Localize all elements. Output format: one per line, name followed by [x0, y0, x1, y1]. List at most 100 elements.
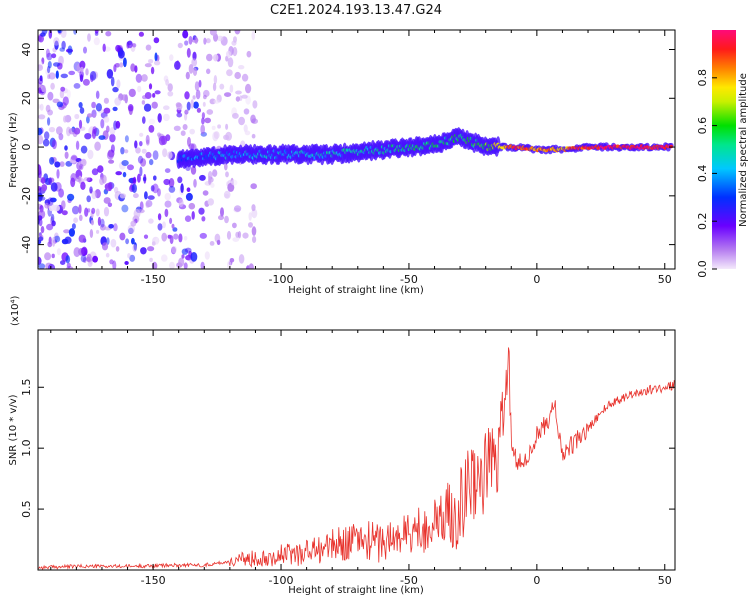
noise-blob	[113, 186, 119, 194]
noise-blob	[164, 192, 171, 201]
noise-blob	[181, 254, 185, 259]
noise-blob	[161, 232, 167, 242]
noise-blob	[137, 173, 141, 183]
noise-blob	[127, 224, 135, 234]
noise-blob	[107, 202, 113, 208]
noise-blob	[93, 113, 96, 118]
noise-blob	[238, 254, 245, 264]
noise-blob	[56, 169, 60, 179]
noise-blob	[103, 107, 111, 114]
noise-blob	[68, 228, 75, 237]
noise-blob	[90, 219, 94, 226]
x-tick-label: -100	[269, 574, 294, 587]
noise-blob	[185, 192, 193, 201]
x-tick-label: -150	[141, 574, 166, 587]
noise-blob	[178, 199, 184, 208]
noise-blob	[38, 127, 43, 136]
snr-x-label: Height of straight line (km)	[288, 585, 424, 596]
noise-blob	[119, 232, 126, 241]
noise-blob	[190, 165, 197, 175]
noise-blob	[46, 223, 54, 231]
noise-blob	[75, 140, 80, 150]
noise-blob	[243, 124, 248, 133]
noise-blob	[127, 164, 134, 171]
noise-blob	[51, 253, 55, 259]
noise-blob	[224, 163, 228, 171]
y-tick-label: 20	[20, 91, 33, 105]
noise-blob	[38, 239, 42, 245]
noise-blob	[47, 241, 53, 248]
noise-blob	[188, 35, 193, 45]
noise-blob	[223, 190, 231, 199]
noise-blob	[55, 70, 59, 79]
noise-blob	[95, 208, 100, 217]
noise-blob	[234, 205, 242, 212]
noise-blob	[241, 94, 248, 99]
noise-blob	[180, 130, 186, 136]
noise-blob	[223, 134, 230, 140]
noise-blob	[154, 52, 158, 62]
noise-blob	[164, 168, 171, 174]
noise-blob	[44, 202, 50, 209]
noise-blob	[108, 224, 114, 229]
noise-blob	[143, 234, 149, 239]
noise-blob	[213, 75, 218, 85]
noise-blob	[74, 113, 80, 120]
noise-blob	[83, 46, 87, 54]
noise-blob	[129, 254, 136, 262]
noise-blob	[141, 100, 146, 105]
noise-blob	[60, 73, 68, 79]
noise-blob	[45, 48, 50, 58]
noise-blob	[48, 263, 55, 269]
noise-blob	[161, 254, 168, 262]
noise-blob	[248, 212, 252, 221]
noise-blob	[169, 54, 174, 61]
noise-blob	[110, 76, 115, 87]
noise-blob	[41, 184, 48, 192]
noise-blob	[209, 241, 215, 246]
noise-blob	[39, 103, 44, 111]
noise-blob	[121, 204, 129, 213]
noise-blob	[128, 88, 136, 98]
noise-blob	[123, 57, 127, 68]
noise-blob	[152, 183, 159, 194]
noise-blob	[137, 155, 144, 164]
noise-blob	[193, 178, 197, 188]
noise-blob	[207, 198, 214, 206]
noise-blob	[153, 37, 160, 44]
noise-blob	[186, 47, 191, 58]
noise-blob	[96, 229, 100, 234]
noise-blob	[178, 257, 185, 267]
noise-blob	[63, 229, 70, 234]
x-tick-label: -100	[269, 273, 294, 286]
spectrogram-x-label: Height of straight line (km)	[288, 285, 424, 296]
noise-blob	[102, 43, 106, 52]
noise-blob	[44, 252, 52, 261]
noise-blob	[84, 133, 92, 140]
noise-blob	[81, 246, 88, 256]
noise-blob	[163, 105, 170, 110]
noise-blob	[86, 177, 93, 183]
noise-blob	[89, 71, 97, 81]
noise-blob	[213, 99, 220, 104]
noise-blob	[71, 223, 76, 230]
noise-blob	[224, 92, 232, 97]
noise-blob	[231, 40, 237, 46]
colorbar-tick-label: 0.4	[696, 165, 709, 183]
noise-blob	[48, 203, 55, 212]
noise-blob	[121, 160, 129, 166]
noise-blob	[248, 222, 253, 228]
noise-blob	[71, 155, 78, 161]
noise-blob	[127, 104, 134, 112]
noise-blob	[147, 195, 155, 200]
noise-blob	[53, 204, 60, 212]
noise-blob	[61, 238, 69, 245]
noise-blob	[97, 165, 104, 173]
noise-blob	[232, 46, 238, 57]
noise-blob	[155, 237, 159, 245]
noise-blob	[78, 234, 86, 243]
noise-blob	[234, 71, 241, 80]
noise-blob	[157, 113, 162, 123]
noise-blob	[101, 174, 107, 184]
